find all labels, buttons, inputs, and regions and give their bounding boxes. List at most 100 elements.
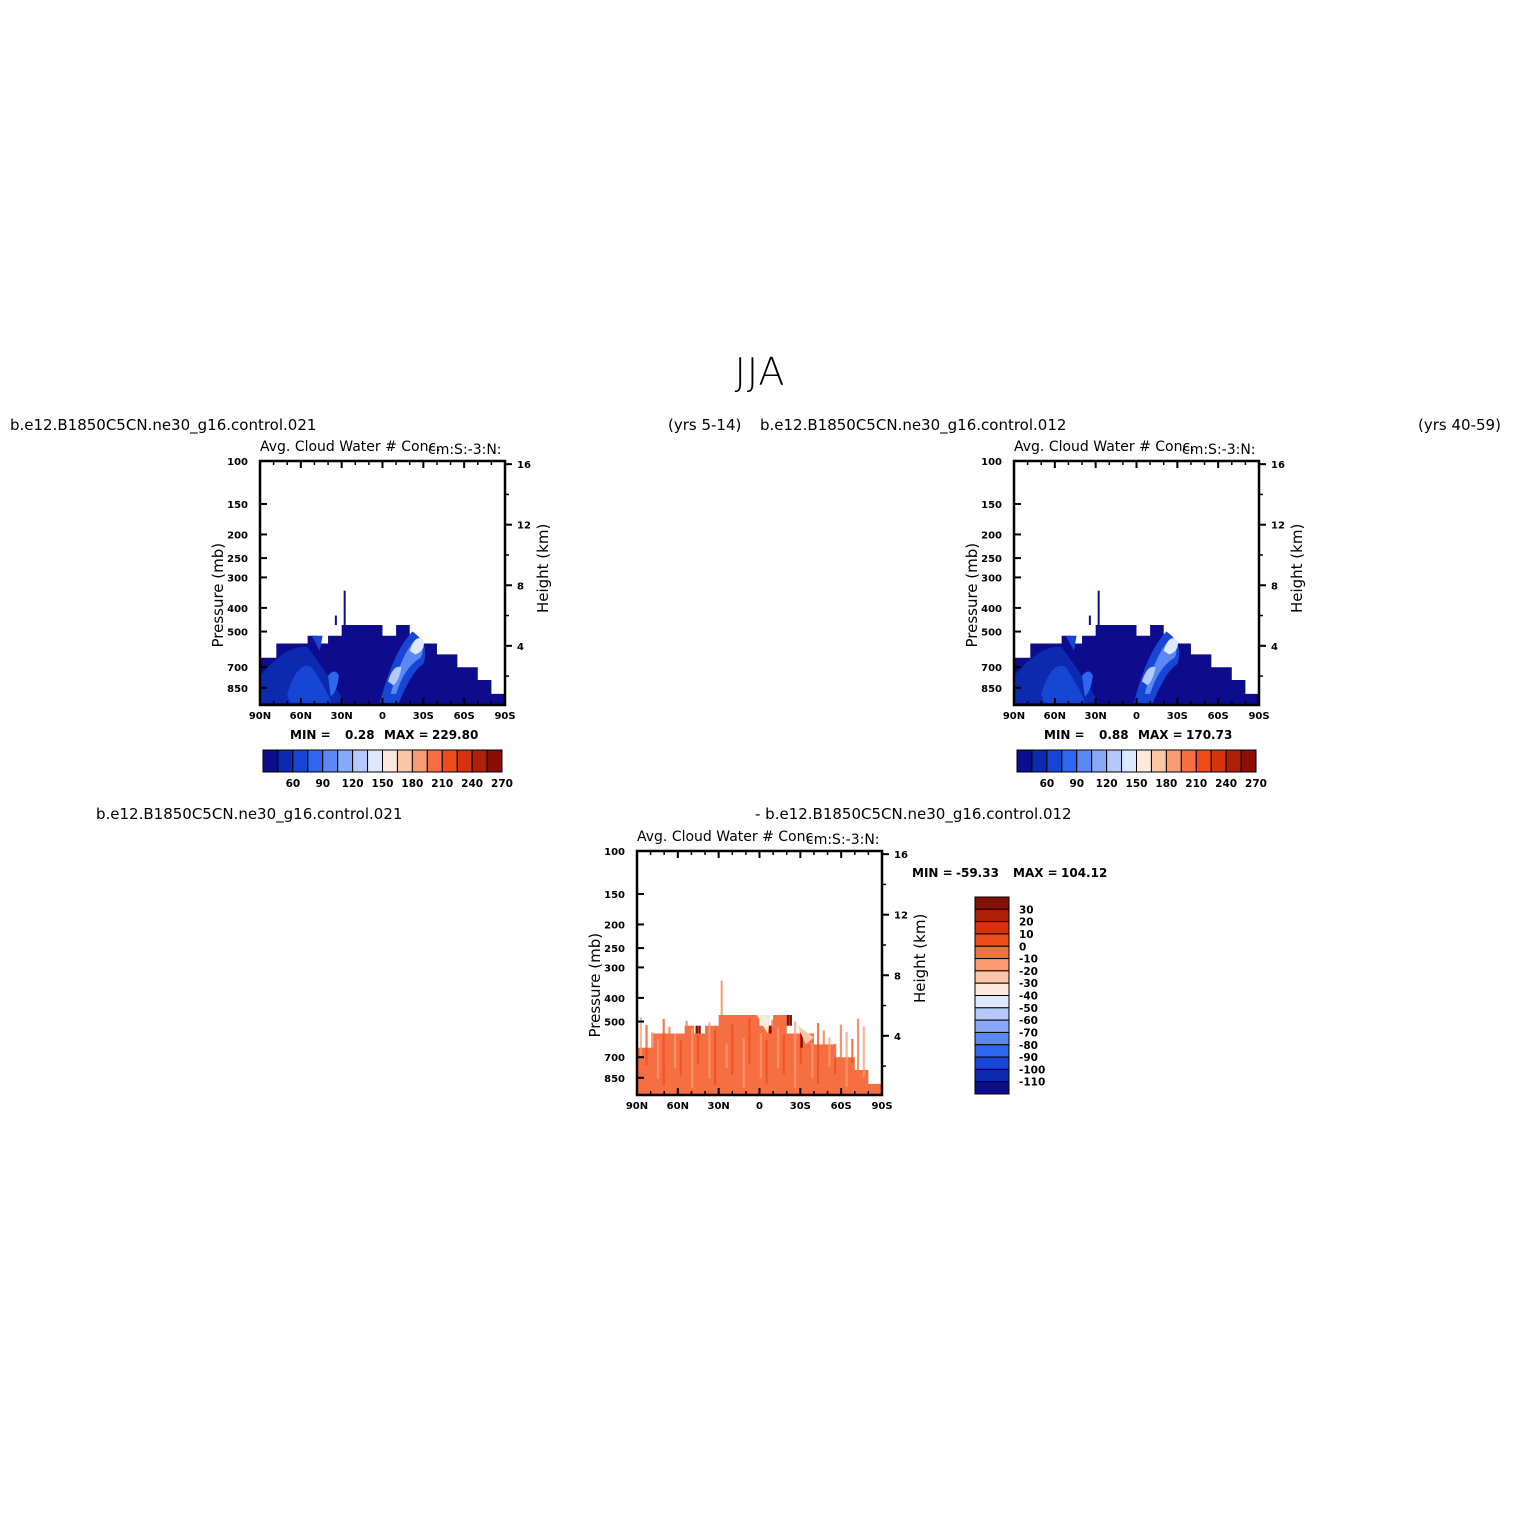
y-tick-label: 200 bbox=[981, 530, 1002, 541]
colorbar-box bbox=[396, 749, 413, 773]
panel1-max-label: MAX = bbox=[384, 728, 429, 742]
y-tick-label: 300 bbox=[604, 963, 625, 974]
y2-tick-label: 16 bbox=[894, 850, 908, 861]
colorbar-label: -70 bbox=[1019, 1027, 1038, 1039]
colorbar-box bbox=[367, 749, 383, 773]
y-tick-label: 250 bbox=[604, 944, 625, 955]
colorbar-box bbox=[974, 1044, 1010, 1058]
y2-axis-label: Height (km) bbox=[1288, 524, 1306, 613]
panel2-max-value: 170.73 bbox=[1186, 728, 1233, 742]
colorbar-box bbox=[426, 749, 443, 773]
panel1-max-value: 229.80 bbox=[432, 728, 479, 742]
y-tick-label: 250 bbox=[981, 554, 1002, 565]
y2-tick-label: 12 bbox=[517, 521, 531, 532]
field-spike bbox=[720, 980, 723, 1015]
field-streak bbox=[845, 1032, 848, 1088]
field-streak bbox=[685, 1020, 688, 1082]
y2-tick-label: 8 bbox=[894, 971, 901, 982]
y2-axis-label: Height (km) bbox=[911, 914, 929, 1003]
colorbar-box bbox=[1121, 749, 1137, 773]
y-tick-label: 700 bbox=[604, 1053, 625, 1064]
y-tick-label: 150 bbox=[604, 890, 625, 901]
panel2-case-name: b.e12.B1850C5CN.ne30_g16.control.012 bbox=[760, 416, 1067, 434]
field-streak bbox=[668, 1026, 671, 1061]
panel1-var-title: Avg. Cloud Water # Conc. bbox=[260, 439, 441, 455]
colorbar-label: 90 bbox=[315, 778, 330, 790]
panel1-units: cm:S:-3:N: bbox=[428, 442, 502, 458]
colorbar-label: -10 bbox=[1019, 954, 1038, 966]
colorbar-box bbox=[486, 749, 503, 773]
field-streak bbox=[714, 1029, 717, 1085]
field-streak bbox=[839, 1024, 843, 1081]
field-spot bbox=[789, 1014, 792, 1026]
y-tick-label: 500 bbox=[981, 628, 1002, 639]
field-streak bbox=[656, 1039, 660, 1079]
field-sh-core bbox=[1177, 666, 1219, 690]
field-streak bbox=[742, 1038, 745, 1088]
colorbar-box bbox=[1031, 749, 1048, 773]
colorbar-box bbox=[307, 749, 324, 773]
field-streak bbox=[725, 1043, 728, 1068]
panel-1-plot: 90N 60N 30N 0 30S 60S 90S 100 150 200 250 300 400 500… bbox=[209, 457, 552, 790]
field-nh-top bbox=[1065, 635, 1077, 651]
field-streak bbox=[834, 1044, 837, 1075]
x-tick-label: 90N bbox=[626, 1101, 648, 1112]
field-streak bbox=[639, 1017, 642, 1058]
panel3-max-value: 104.12 bbox=[1061, 866, 1108, 880]
colorbar-label: -110 bbox=[1019, 1077, 1045, 1089]
colorbar-box bbox=[1240, 749, 1257, 773]
field-streak bbox=[736, 1031, 740, 1082]
field-streak bbox=[816, 1023, 820, 1085]
colorbar-box bbox=[974, 908, 1010, 923]
colorbar-box bbox=[1210, 749, 1227, 773]
field-spot bbox=[786, 1014, 790, 1026]
y-tick-label: 150 bbox=[981, 500, 1002, 511]
field-streak bbox=[759, 1032, 762, 1079]
colorbar-label: -50 bbox=[1019, 1003, 1038, 1015]
field-sh-low bbox=[1141, 666, 1156, 686]
x-tick-label: 30S bbox=[1167, 711, 1188, 722]
x-tick-label: 90N bbox=[1003, 711, 1025, 722]
field-light bbox=[756, 1014, 771, 1034]
colorbar-label: 90 bbox=[1069, 778, 1084, 790]
x-tick-label: 60N bbox=[1044, 711, 1066, 722]
colorbar-label: 30 bbox=[1019, 904, 1034, 916]
y-tick-label: 200 bbox=[227, 530, 248, 541]
panel3-min-label: MIN = bbox=[912, 866, 953, 880]
y-tick-label: 850 bbox=[981, 684, 1002, 695]
field-streak bbox=[731, 1024, 734, 1075]
colorbar-label: 150 bbox=[1126, 778, 1148, 790]
field-spike bbox=[343, 590, 346, 625]
field-sh-peak bbox=[1163, 638, 1178, 655]
field-spike bbox=[1097, 590, 1100, 625]
y2-tick-label: 4 bbox=[1271, 642, 1278, 653]
colorbar-label: 60 bbox=[1040, 778, 1055, 790]
field-streak bbox=[674, 1033, 677, 1069]
x-tick-label: 30S bbox=[413, 711, 434, 722]
colorbar-box bbox=[352, 749, 369, 773]
field-streak bbox=[719, 1036, 722, 1061]
x-tick-label: 60S bbox=[1208, 711, 1229, 722]
colorbar-box bbox=[974, 1068, 1010, 1083]
field-sh-low bbox=[387, 666, 402, 686]
colorbar-label: 210 bbox=[431, 778, 453, 790]
panel3-case-b: - b.e12.B1850C5CN.ne30_g16.control.012 bbox=[755, 805, 1072, 823]
x-tick-label: 60N bbox=[290, 711, 312, 722]
colorbar-label: 180 bbox=[1155, 778, 1177, 790]
y2-tick-label: 8 bbox=[517, 581, 524, 592]
panel-3-plot: 90N 60N 30N 0 30S 60S 90S100150200250300400500… bbox=[586, 847, 1045, 1112]
colorbar-box bbox=[1195, 749, 1212, 773]
colorbar-label: 150 bbox=[372, 778, 394, 790]
colorbar-box bbox=[974, 1081, 1010, 1095]
field-spike bbox=[1088, 615, 1091, 625]
panel3-case-a: b.e12.B1850C5CN.ne30_g16.control.021 bbox=[96, 805, 403, 823]
colorbar-3: 3020100-10-20-30-40-50-60-70-80-90-100-1… bbox=[974, 896, 1045, 1095]
field-streak bbox=[776, 1027, 780, 1068]
field-3 bbox=[637, 980, 882, 1095]
colorbar-box bbox=[974, 1019, 1010, 1033]
field-streak bbox=[708, 1022, 711, 1079]
panel2-max-label: MAX = bbox=[1138, 728, 1183, 742]
field-nh-core bbox=[287, 665, 331, 703]
field-streak bbox=[679, 1040, 682, 1076]
colorbar-label: 180 bbox=[401, 778, 423, 790]
